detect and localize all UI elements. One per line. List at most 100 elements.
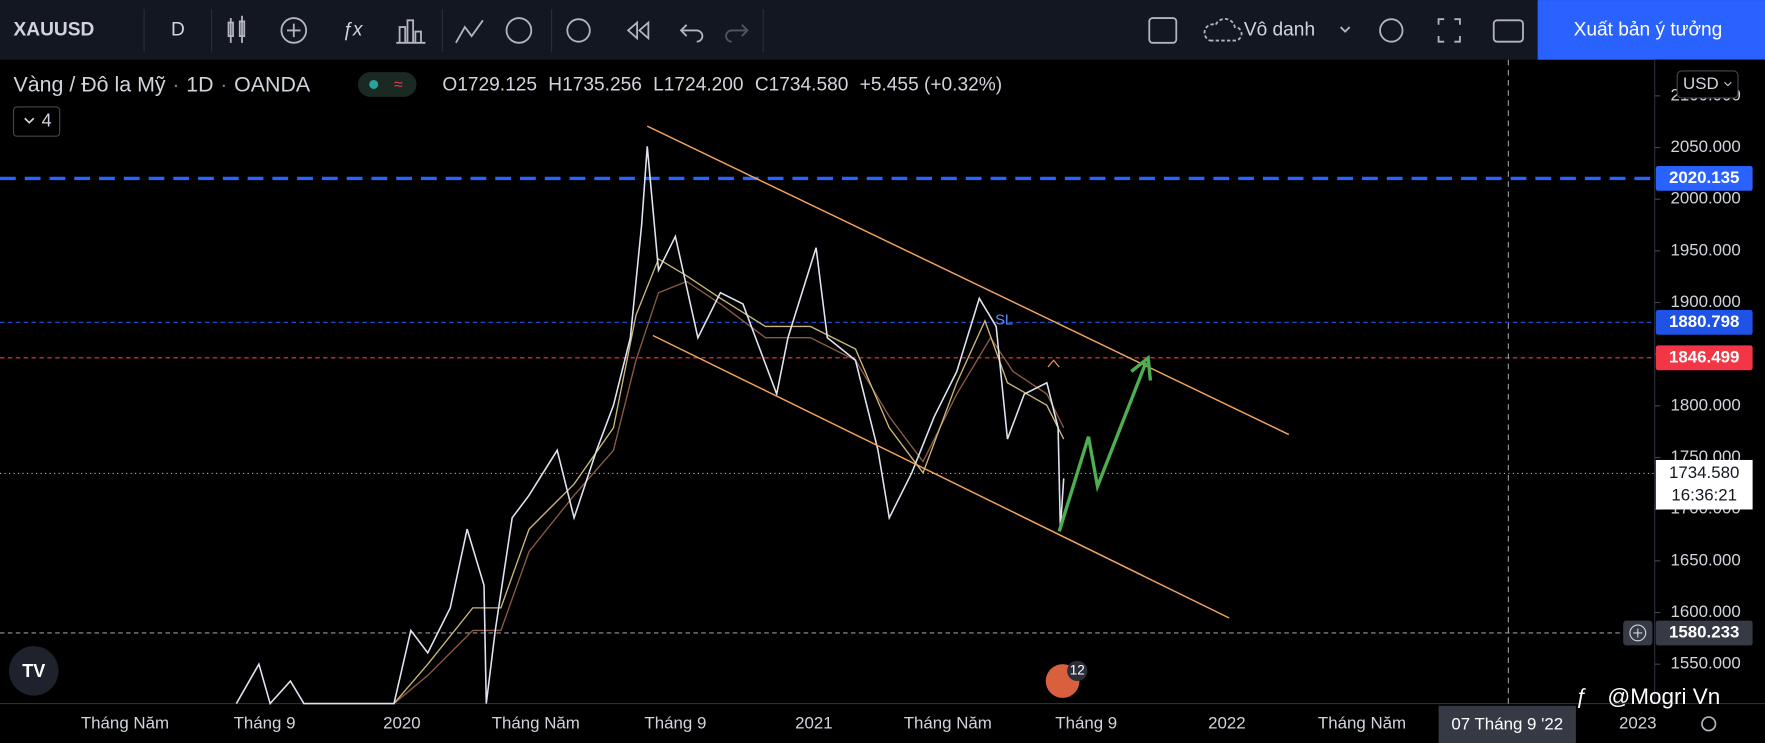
dot: · [172,72,179,96]
currency-button[interactable] [1676,70,1739,99]
price-sketch [235,146,1065,706]
dividend-icon[interactable] [505,17,533,44]
ohlc: O1729.125 H1735.256 L1724.200 C1734.580 +5.4… [442,75,1002,96]
time-label: 2021 [795,713,833,732]
plot-area: SL Vàng / Đô la Mỹ · 1D · OANDA ≈ O1729.125 H… [0,59,1765,743]
price-tick-label: 1650.000 [1670,550,1740,569]
price-tag-bg [1655,620,1753,646]
indicator-toggle[interactable] [12,106,61,137]
symbol-name: Vàng / Đô la Mỹ [14,72,166,96]
event-badge: 12 [1070,662,1085,677]
compare-icon[interactable] [280,17,308,44]
price-tag-bg [1655,345,1753,371]
ohlc-key: O [442,75,457,96]
price-tick-label: 1950.000 [1670,240,1740,259]
moving-average [393,280,1065,705]
price-tick-label: 2000.000 [1670,189,1740,208]
time-label: 2023 [1619,713,1657,732]
status-icon: ≈ [394,77,403,94]
price-tag-bg [1655,309,1753,335]
chevron [1724,81,1732,87]
templates-icon[interactable] [455,19,484,44]
undo-icon[interactable] [679,24,704,43]
badge-bg [1067,660,1088,682]
market-status[interactable] [357,72,417,97]
add-icon [1629,624,1647,642]
settings-sun[interactable] [1701,716,1717,732]
price-tick-label: 1550.000 [1670,654,1740,673]
channel-line[interactable] [646,125,1290,436]
current-tag-bg [1655,459,1753,510]
indicator-count: 4 [42,110,52,130]
channel-line[interactable] [652,334,1230,619]
publish-button[interactable] [1537,0,1765,60]
alert-icon[interactable] [566,18,591,43]
price-tag: 1846.499 [1669,347,1739,366]
price-tag: 1580.233 [1669,622,1739,641]
time-label: Tháng Năm [81,713,169,732]
time-label: 2022 [1208,713,1246,732]
cloud-icon [1203,18,1243,42]
toolbar-bg [0,0,1765,60]
ohlc-key: H [548,75,562,96]
legend-interval: 1D [186,72,213,96]
ohlc-key: L [653,75,664,96]
ohlc-value: 1735.256 [562,75,642,96]
redo-icon[interactable] [725,24,749,43]
time-label: Tháng Năm [1318,713,1406,732]
arrow-head [1130,354,1153,381]
indicators-icon[interactable]: ƒx [342,19,364,40]
moving-average [393,257,1065,705]
fullscreen-icon[interactable] [1437,18,1461,43]
watermark: @Mogri Vn [1607,684,1720,709]
financials-icon[interactable] [396,19,426,44]
change: +5.455 (+0.32%) [860,75,1002,96]
price-tick-label: 1600.000 [1670,602,1740,621]
countdown: 16:36:21 [1671,485,1737,504]
currency-label: USD [1683,74,1719,93]
price-tag-bg [1655,166,1753,191]
time-label: Tháng 9 [234,713,296,732]
logo: TV [22,661,45,681]
sl-annotation[interactable]: SL [995,313,1013,329]
interval-button[interactable]: D [171,19,185,40]
status-dot [369,79,379,89]
legend-title: Vàng / Đô la Mỹ · 1D · OANDA [14,72,311,96]
toolbar: XAUUSD D ƒx Vô danh Xuất bản ý tưởng [0,0,1765,60]
symbol[interactable]: XAUUSD [14,19,95,40]
price-tick-label: 1900.000 [1670,292,1740,311]
price-tag: 1880.798 [1669,312,1739,331]
add-plus [1633,628,1643,638]
layout-name[interactable]: Vô danh [1244,19,1315,40]
publish-label: Xuất bản ý tưởng [1574,19,1723,40]
price-tick-label: 2050.000 [1670,137,1740,156]
dropdown-icon[interactable] [1339,26,1351,33]
layout-icon[interactable] [1148,17,1178,44]
marker [1047,359,1060,368]
time-label: Tháng 9 [1055,713,1117,732]
time-label: Tháng Năm [904,713,992,732]
replay-icon[interactable] [626,20,650,41]
logo-bg[interactable] [9,646,59,696]
snapshot-icon[interactable] [1492,19,1524,43]
chevron [24,117,35,124]
watermark-icon: ƒ [1576,685,1588,709]
settings-icon[interactable] [1379,18,1404,43]
price-tick-label: 1800.000 [1670,395,1740,414]
candle-icon[interactable] [227,15,246,43]
exchange: OANDA [234,72,311,96]
ohlc-value: 1724.200 [664,75,744,96]
ohlc-value: 1729.125 [457,75,537,96]
time-label: Tháng 9 [644,713,706,732]
price-tag: 2020.135 [1669,168,1739,187]
dot: · [220,72,227,96]
time-label: 2020 [383,713,421,732]
forecast-arrow[interactable] [1057,361,1148,532]
ohlc-value: 1734.580 [769,75,849,96]
crosshair-date: 07 Tháng 9 '22 [1451,714,1563,733]
plus [287,23,301,38]
ohlc-key: C [755,75,769,96]
crosshair-date-bg [1438,705,1576,743]
